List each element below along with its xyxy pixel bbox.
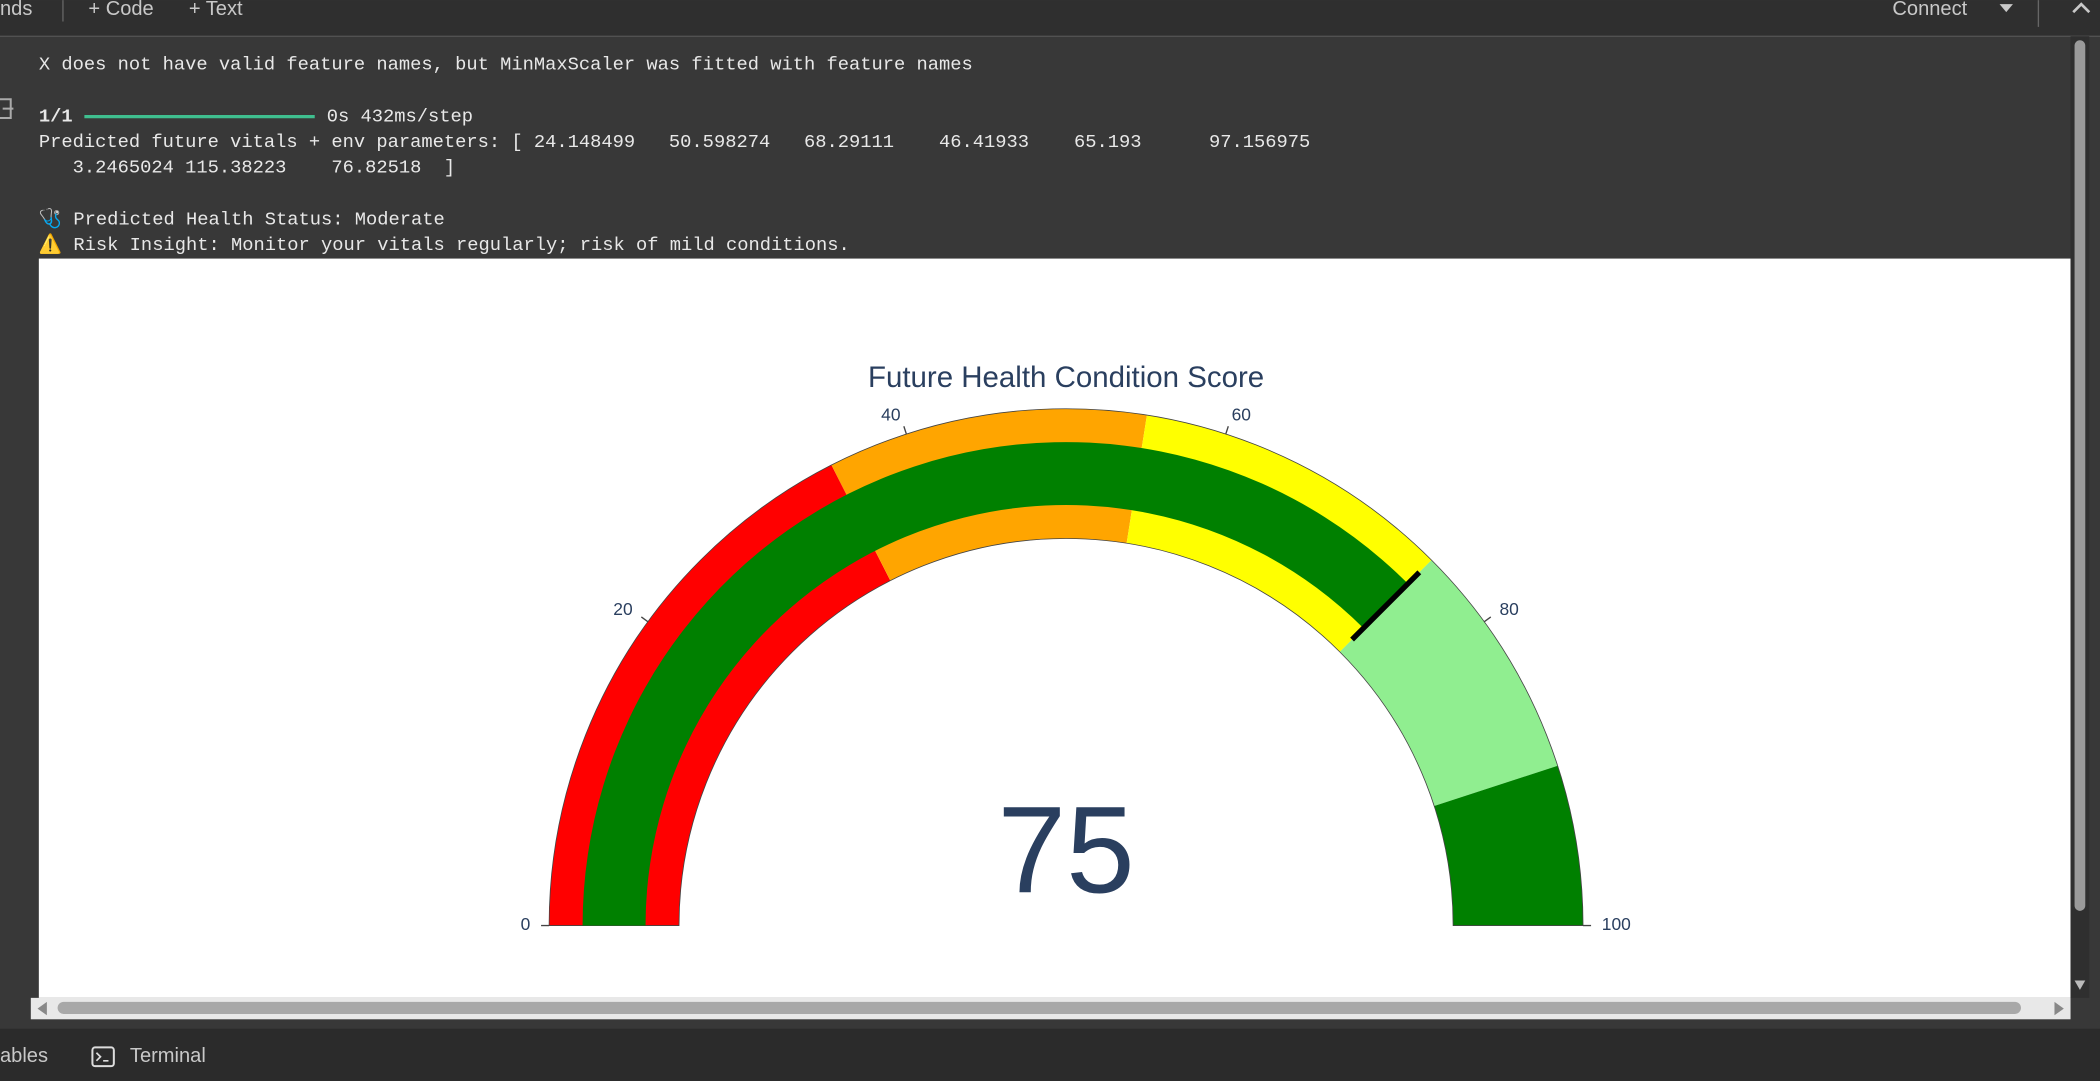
prediction-text: 3.2465024 115.38223 76.82518 ] — [39, 156, 455, 178]
gauge-value: 75 — [998, 781, 1135, 919]
add-text-button[interactable]: + Text — [189, 0, 243, 20]
gauge-step — [1434, 765, 1584, 926]
scroll-down[interactable] — [2074, 980, 2086, 990]
tick-label: 60 — [1232, 405, 1251, 425]
toolbar — [0, 0, 2100, 37]
tick-mark — [1483, 616, 1492, 623]
output-icon[interactable] — [0, 98, 14, 119]
scroll-left[interactable] — [37, 1001, 47, 1016]
status-text: 🩺 Predicted Health Status: Moderate — [39, 208, 445, 231]
tick-label: 100 — [1602, 914, 1631, 934]
progress-time: 0s 432ms/step — [327, 106, 473, 128]
commands-button[interactable]: nds — [0, 0, 32, 20]
chart-title: Future Health Condition Score — [868, 361, 1264, 394]
terminal-tab[interactable]: Terminal — [130, 1045, 206, 1067]
scroll-thumb[interactable] — [2074, 40, 2086, 911]
add-code-button[interactable]: + Code — [88, 0, 153, 20]
footer — [0, 1028, 2100, 1081]
insight-text: ⚠️ Risk Insight: Monitor your vitals reg… — [39, 233, 850, 256]
tick-mark — [903, 426, 907, 435]
terminal-icon — [95, 1052, 109, 1062]
collapse-button[interactable] — [2072, 2, 2091, 14]
gauge-bar — [582, 442, 1408, 926]
gauge: 0 20 40 60 80 100 — [521, 405, 1631, 934]
warning-text: X does not have valid feature names, but… — [39, 53, 973, 75]
tick-mark — [640, 616, 649, 623]
scroll-right[interactable] — [2054, 1001, 2064, 1016]
scroll-thumb[interactable] — [57, 1001, 2021, 1014]
tick-label: 80 — [1499, 599, 1518, 619]
terminal-icon — [91, 1046, 115, 1068]
tick-label: 0 — [521, 914, 531, 934]
prediction-text: Predicted future vitals + env parameters… — [39, 131, 1310, 153]
connect-dropdown[interactable] — [1999, 4, 2013, 13]
gauge-threshold — [1350, 570, 1422, 642]
tick-label: 20 — [613, 599, 632, 619]
progress-step: 1/1 — [39, 106, 73, 128]
variables-tab[interactable]: ables — [0, 1045, 48, 1067]
gauge-step — [1339, 559, 1558, 806]
tick-mark — [1225, 426, 1229, 435]
connect-button[interactable]: Connect — [1892, 0, 1967, 20]
chart-area — [38, 258, 2071, 998]
gauge-outline — [548, 408, 1584, 926]
tick-label: 40 — [881, 405, 900, 425]
